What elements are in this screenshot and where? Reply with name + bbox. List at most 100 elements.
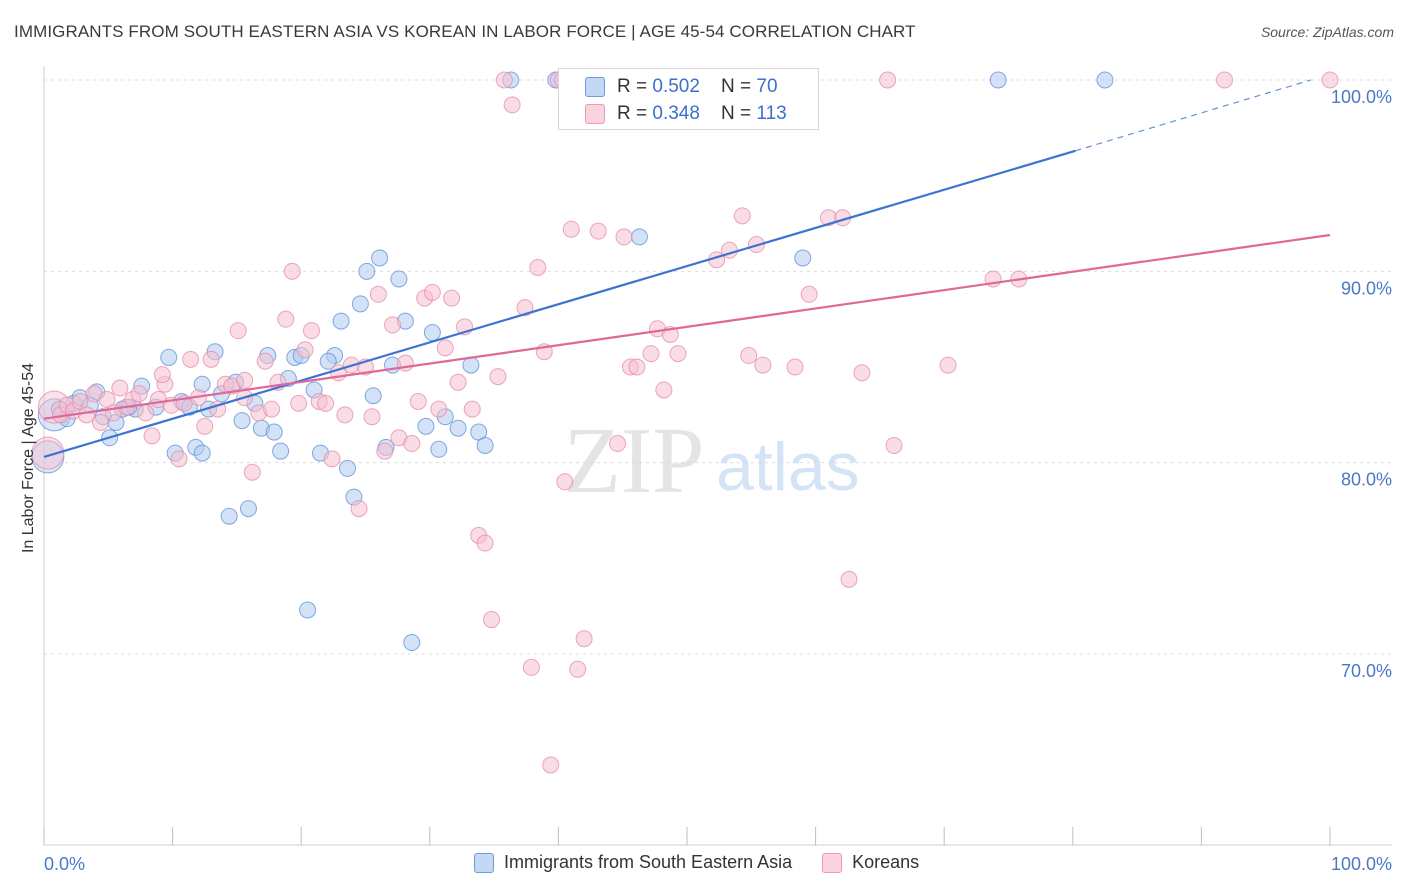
pink-point [384,316,402,334]
n-value-blue: 70 [756,76,778,97]
pink-point [669,345,687,363]
pink-point [137,404,155,422]
blue-point [351,295,369,313]
blue-point [989,71,1007,89]
blue-point [233,412,251,430]
blue-point [193,444,211,462]
gridlines [44,79,1392,655]
blue-point [449,419,467,437]
legend-swatch-pink [822,852,843,873]
legend-item-pink[interactable]: Koreans [822,852,919,873]
pink-point [463,400,481,418]
pink-point [143,427,161,445]
blue-point [794,249,812,267]
pink-point [236,371,254,389]
pink-point [369,285,387,303]
pink-point [153,366,171,384]
pink-point [229,322,247,340]
pink-trend-line [43,233,1331,420]
pink-point [733,207,751,225]
blue-point [371,249,389,267]
pink-point [170,450,188,468]
pink-point [885,436,903,454]
r-value-blue: 0.502 [652,76,700,97]
legend-item-blue[interactable]: Immigrants from South Eastern Asia [474,852,792,873]
pink-point [409,392,427,410]
pink-point [290,394,308,412]
pink-point [336,406,354,424]
blue-point [403,634,421,652]
pink-point [556,473,574,491]
n-label: N = [721,76,757,97]
pink-point [786,358,804,376]
pink-point [609,435,627,453]
pink-point [615,228,633,246]
pink-point [800,285,818,303]
r-label: R = [617,76,653,97]
pink-point [403,435,421,453]
pink-point [31,436,65,470]
chart-title: IMMIGRANTS FROM SOUTH EASTERN ASIA VS KO… [14,22,916,41]
watermark-atlas: atlas [716,429,860,505]
pink-point [77,406,95,424]
blue-point [1096,71,1114,89]
blue-point [338,459,356,477]
x-tick-label: 0.0% [44,854,85,874]
n-value-pink: 113 [756,103,787,124]
blue-point [358,262,376,280]
pink-point [202,350,220,368]
watermark: ZIP atlas [564,409,860,513]
pink-point [569,660,587,678]
tick-labels: 70.0% 80.0% 90.0% 100.0% 0.0% 100.0% [44,87,1392,874]
pink-point [436,339,454,357]
stats-swatch-blue [585,77,605,97]
blue-point [364,387,382,405]
pink-point [575,630,593,648]
legend-label-pink: Koreans [852,852,920,872]
y-tick-label: 90.0% [1341,278,1392,298]
pink-point [740,347,758,365]
watermark-zip: ZIP [564,409,705,513]
pink-point [483,611,501,629]
pink-point [111,379,129,397]
pink-point [853,364,871,382]
y-tick-label: 100.0% [1331,87,1392,107]
pink-point [376,442,394,460]
y-tick-label: 80.0% [1341,470,1392,490]
blue-point [272,442,290,460]
pink-point [503,96,521,114]
pink-point [277,310,295,328]
pink-point [516,299,534,317]
blue-point [417,417,435,435]
pink-point [489,368,507,386]
series-legend: Immigrants from South Eastern Asia Korea… [474,852,949,873]
pink-point [302,322,320,340]
pink-point [939,356,957,374]
pink-point [476,534,494,552]
stats-text-pink: R = 0.348 N = 113 [617,103,787,125]
n-label: N = [721,103,757,124]
blue-point [423,324,441,342]
blue-point [265,423,283,441]
y-tick-label: 70.0% [1341,661,1392,681]
pink-point [879,71,897,89]
pink-point [196,417,214,435]
stats-text-blue: R = 0.502 N = 70 [617,76,778,98]
pink-point [430,400,448,418]
pink-point [443,289,461,307]
pink-point [589,222,607,240]
pink-point [323,450,341,468]
legend-label-blue: Immigrants from South Eastern Asia [504,852,793,872]
pink-point [296,341,314,359]
blue-point [299,601,317,619]
legend-swatch-blue [474,852,494,873]
blue-point [220,507,238,525]
pink-point [542,756,560,774]
pink-point [840,570,858,588]
r-label: R = [617,103,653,124]
blue-point [390,270,408,288]
blue-trend-extension [1075,79,1311,152]
pink-point [130,385,148,403]
pink-point [754,356,772,374]
